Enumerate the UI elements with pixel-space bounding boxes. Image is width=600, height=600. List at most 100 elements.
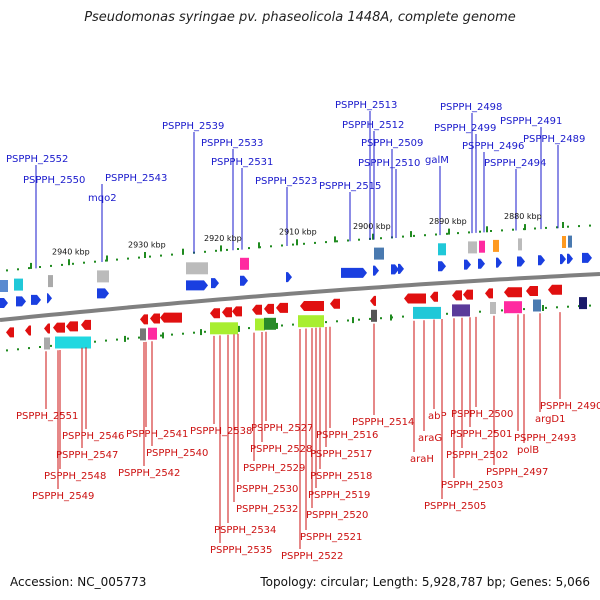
dot-tick [479,230,481,233]
dot-tick [6,269,8,272]
dot-tick [457,232,459,235]
scale-tick [334,236,336,243]
gene-label-forward: PSPPH_2499 [434,123,496,134]
forward-gene-arrow [373,265,379,276]
feature-box [518,238,522,251]
dot-tick [94,260,96,263]
gene-label-forward: PSPPH_2515 [319,181,381,192]
dot-tick [501,309,503,312]
feature-box [97,270,109,283]
gene-label-reverse: PSPPH_2514 [352,417,414,428]
dot-tick [567,225,569,228]
gene-label-reverse: PSPPH_2540 [146,448,208,459]
gene-label-forward: PSPPH_2510 [358,158,420,169]
forward-gene-arrow [16,296,26,307]
forward-gene-arrow [0,298,8,308]
gene-label-reverse: PSPPH_2503 [441,480,503,491]
reverse-gene-arrow [300,301,324,311]
dot-tick [347,319,349,322]
gene-label-forward: PSPPH_2550 [23,175,85,186]
forward-gene-arrow [560,254,566,265]
feature-box [298,315,324,328]
feature-box [255,318,265,331]
reverse-gene-arrow [548,284,562,295]
feature-box [533,299,541,312]
gene-label-reverse: PSPPH_2522 [281,551,343,562]
kbp-tick-label: 2930 kbp [128,241,166,250]
gene-label-reverse: PSPPH_2528 [250,444,312,455]
forward-gene-arrow [286,272,292,283]
dot-tick [314,241,316,244]
scale-tick [524,224,526,231]
dot-tick [501,229,503,232]
dot-tick [292,243,294,246]
dot-tick [446,232,448,235]
scale-tick [30,262,32,269]
dot-tick [204,330,206,333]
dot-tick [523,308,525,311]
gene-label-forward: PSPPH_2523 [255,176,317,187]
dot-tick [138,336,140,339]
feature-box [490,302,496,314]
gene-label-forward: PSPPH_2496 [462,141,524,152]
reverse-gene-arrow [150,313,160,324]
scale-tick [162,332,164,339]
gene-label-reverse: araH [410,454,434,465]
dot-tick [215,249,217,252]
dot-tick [281,244,283,247]
dot-tick [490,230,492,232]
dot-tick [94,340,96,343]
dot-tick [116,258,118,261]
gene-label-forward: PSPPH_2531 [211,157,273,168]
forward-gene-arrow [97,288,109,299]
reverse-gene-arrow [66,321,78,332]
dot-tick [567,305,569,308]
label-connector-layer [35,111,561,549]
gene-label-reverse: PSPPH_2516 [316,430,378,441]
forward-gene-arrow [398,263,404,274]
feature-box [210,322,238,335]
dot-tick [171,253,173,256]
forward-gene-arrow [391,264,399,275]
gene-label-reverse: PSPPH_2501 [450,429,512,440]
reverse-gene-arrow [463,289,473,300]
accession-text: Accession: NC_005773 [10,575,147,589]
dot-tick [248,327,250,330]
gene-label-reverse: PSPPH_2534 [214,525,276,536]
map-title: Pseudomonas syringae pv. phaseolicola 14… [84,10,516,25]
kbp-tick-label: 2900 kbp [353,222,391,231]
dot-tick [545,306,547,309]
dot-tick [380,317,382,320]
dot-tick [347,239,349,242]
feature-box [438,243,446,256]
dot-tick [468,231,470,234]
feature-box [504,301,522,314]
scale-tick [410,231,412,238]
gene-label-reverse: PSPPH_2505 [424,501,486,512]
gene-label-forward: PSPPH_2512 [342,120,404,131]
gene-label-reverse: PSPPH_2546 [62,431,124,442]
dot-tick [556,226,558,229]
gene-label-reverse: PSPPH_2542 [118,468,180,479]
forward-gene-arrow [567,253,573,264]
gene-label-reverse: PSPPH_2490 [540,401,600,412]
dot-tick [50,264,52,267]
dot-tick [325,241,327,244]
scale-tick [276,322,278,329]
gene-label-reverse: PSPPH_2518 [310,471,372,482]
reverse-gene-arrow [140,314,148,325]
gene-label-reverse: PSPPH_2548 [44,471,106,482]
gene-label-forward: PSPPH_2552 [6,154,68,165]
gene-label-reverse: PSPPH_2541 [126,429,188,440]
reverse-gene-arrow [504,287,522,298]
scale-tick [372,233,374,240]
scale-tick [296,239,298,246]
reverse-gene-arrow [276,302,288,313]
dot-tick [589,224,591,227]
dot-tick [270,245,272,248]
dot-tick [171,333,173,336]
dot-tick [336,320,338,323]
dot-tick [512,228,514,231]
scale-tick [200,329,202,336]
reverse-gene-arrow [25,325,31,336]
